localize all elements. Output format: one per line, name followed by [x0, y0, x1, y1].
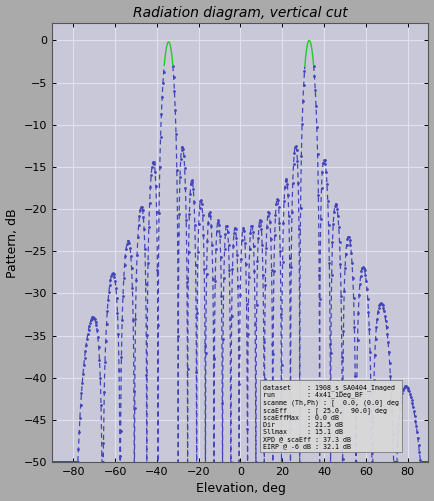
- Text: dataset    : 1908_s_SA0404_Imaged
run        : 4x41_1Deg_BF
scanme (Th,Ph) : [  : dataset : 1908_s_SA0404_Imaged run : 4x4…: [263, 384, 399, 449]
- X-axis label: Elevation, deg: Elevation, deg: [196, 482, 286, 495]
- Title: Radiation diagram, vertical cut: Radiation diagram, vertical cut: [133, 6, 348, 20]
- Y-axis label: Pattern, dB: Pattern, dB: [6, 208, 19, 278]
